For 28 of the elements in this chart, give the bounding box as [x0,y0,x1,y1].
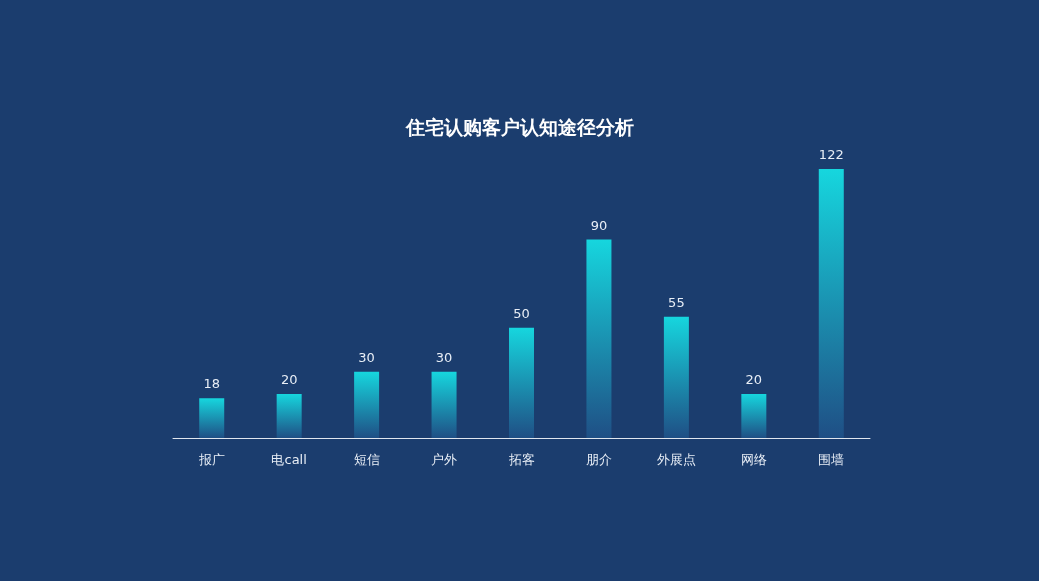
x-tick-label: 围墙 [818,452,845,467]
bar [586,239,612,438]
data-label: 18 [203,376,220,392]
data-label: 20 [745,371,763,387]
x-tick-label: 短信 [353,452,380,467]
bar [354,371,380,438]
x-tick-label: 电call [271,452,307,467]
x-tick-label: 拓客 [507,452,535,467]
bar [276,393,302,438]
data-label: 122 [818,147,844,162]
x-tick-label: 网络 [740,452,767,467]
data-label: 90 [590,217,608,233]
data-label: 30 [435,349,453,365]
bar [741,393,767,438]
x-tick-label: 外展点 [656,452,696,467]
data-label: 50 [513,305,530,321]
bar [818,169,844,438]
x-tick-label: 朋介 [585,452,612,467]
x-tick-label: 报广 [197,452,225,467]
chart-title: 住宅认购客户认知途径分析 [404,115,634,138]
bar [509,327,534,438]
bar [199,398,225,438]
bar [663,316,689,438]
data-label: 55 [668,294,685,310]
bar [431,371,457,438]
data-label: 20 [280,371,298,387]
x-tick-label: 户外 [431,452,458,467]
data-label: 30 [358,349,375,365]
